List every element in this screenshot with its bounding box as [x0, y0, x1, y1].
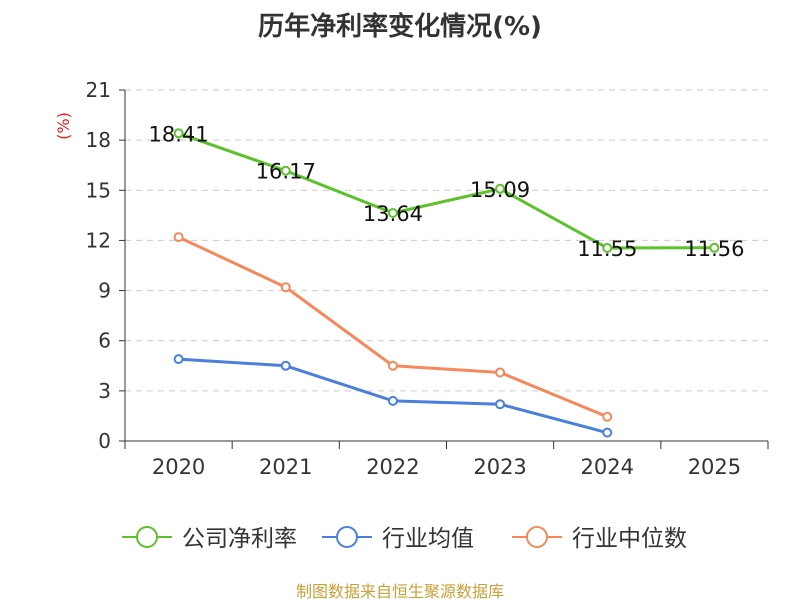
x-tick-label: 2021 [259, 455, 312, 479]
series-2-point [602, 411, 613, 422]
legend-marker-2 [526, 526, 548, 548]
y-tick-label: 0 [98, 429, 111, 453]
data-label: 11.55 [577, 237, 637, 261]
y-tick-label: 3 [98, 379, 111, 403]
x-tick-label: 2023 [473, 455, 526, 479]
series-0-point [709, 242, 720, 253]
x-tick-label: 2024 [581, 455, 634, 479]
series-line-2 [177, 235, 608, 419]
y-tick-label: 18 [86, 128, 111, 152]
data-label: 18.41 [149, 122, 209, 146]
data-label: 16.17 [256, 160, 316, 184]
legend-label: 行业中位数 [572, 526, 687, 552]
legend-marker-0 [136, 526, 158, 548]
data-label: 13.64 [363, 202, 423, 226]
y-tick-label: 21 [86, 78, 111, 102]
chart-title: 历年净利率变化情况(%) [258, 12, 542, 42]
series-1-point [280, 360, 291, 371]
series-1-point [387, 395, 398, 406]
series-0-point [495, 183, 506, 194]
legend-label: 行业均值 [382, 526, 474, 552]
series-1-point [602, 427, 613, 438]
series-0-point [387, 208, 398, 219]
series-0-point [280, 165, 291, 176]
data-label: 15.09 [470, 178, 530, 202]
series-2-point [495, 367, 506, 378]
y-tick-label: 15 [86, 178, 111, 202]
series-2-point [173, 232, 184, 243]
series-0-point [602, 242, 613, 253]
series-2-point [280, 282, 291, 293]
series-1-point [173, 354, 184, 365]
y-tick-label: 12 [86, 228, 111, 252]
series-1-point [495, 399, 506, 410]
series-line-0 [178, 131, 715, 250]
y-axis-label: (%) [54, 112, 73, 140]
series-0-point [173, 128, 184, 139]
data-source-footer: 制图数据来自恒生聚源数据库 [295, 582, 504, 601]
y-tick-label: 6 [98, 329, 111, 353]
legend-marker-1 [336, 526, 358, 548]
x-tick-label: 2022 [366, 455, 419, 479]
series-2-point [387, 360, 398, 371]
data-label: 11.56 [684, 237, 744, 261]
x-tick-label: 2020 [152, 455, 205, 479]
legend-label: 公司净利率 [182, 526, 297, 552]
y-tick-label: 9 [98, 279, 111, 303]
x-tick-label: 2025 [688, 455, 741, 479]
